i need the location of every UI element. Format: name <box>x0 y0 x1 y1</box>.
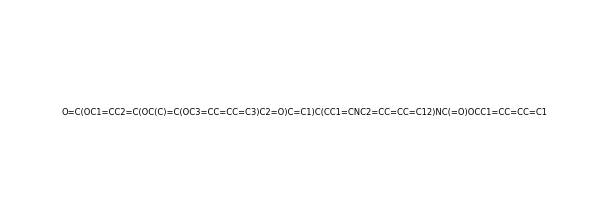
Text: O=C(OC1=CC2=C(OC(C)=C(OC3=CC=CC=C3)C2=O)C=C1)C(CC1=CNC2=CC=CC=C12)NC(=O)OCC1=CC=: O=C(OC1=CC2=C(OC(C)=C(OC3=CC=CC=C3)C2=O)… <box>62 108 548 117</box>
